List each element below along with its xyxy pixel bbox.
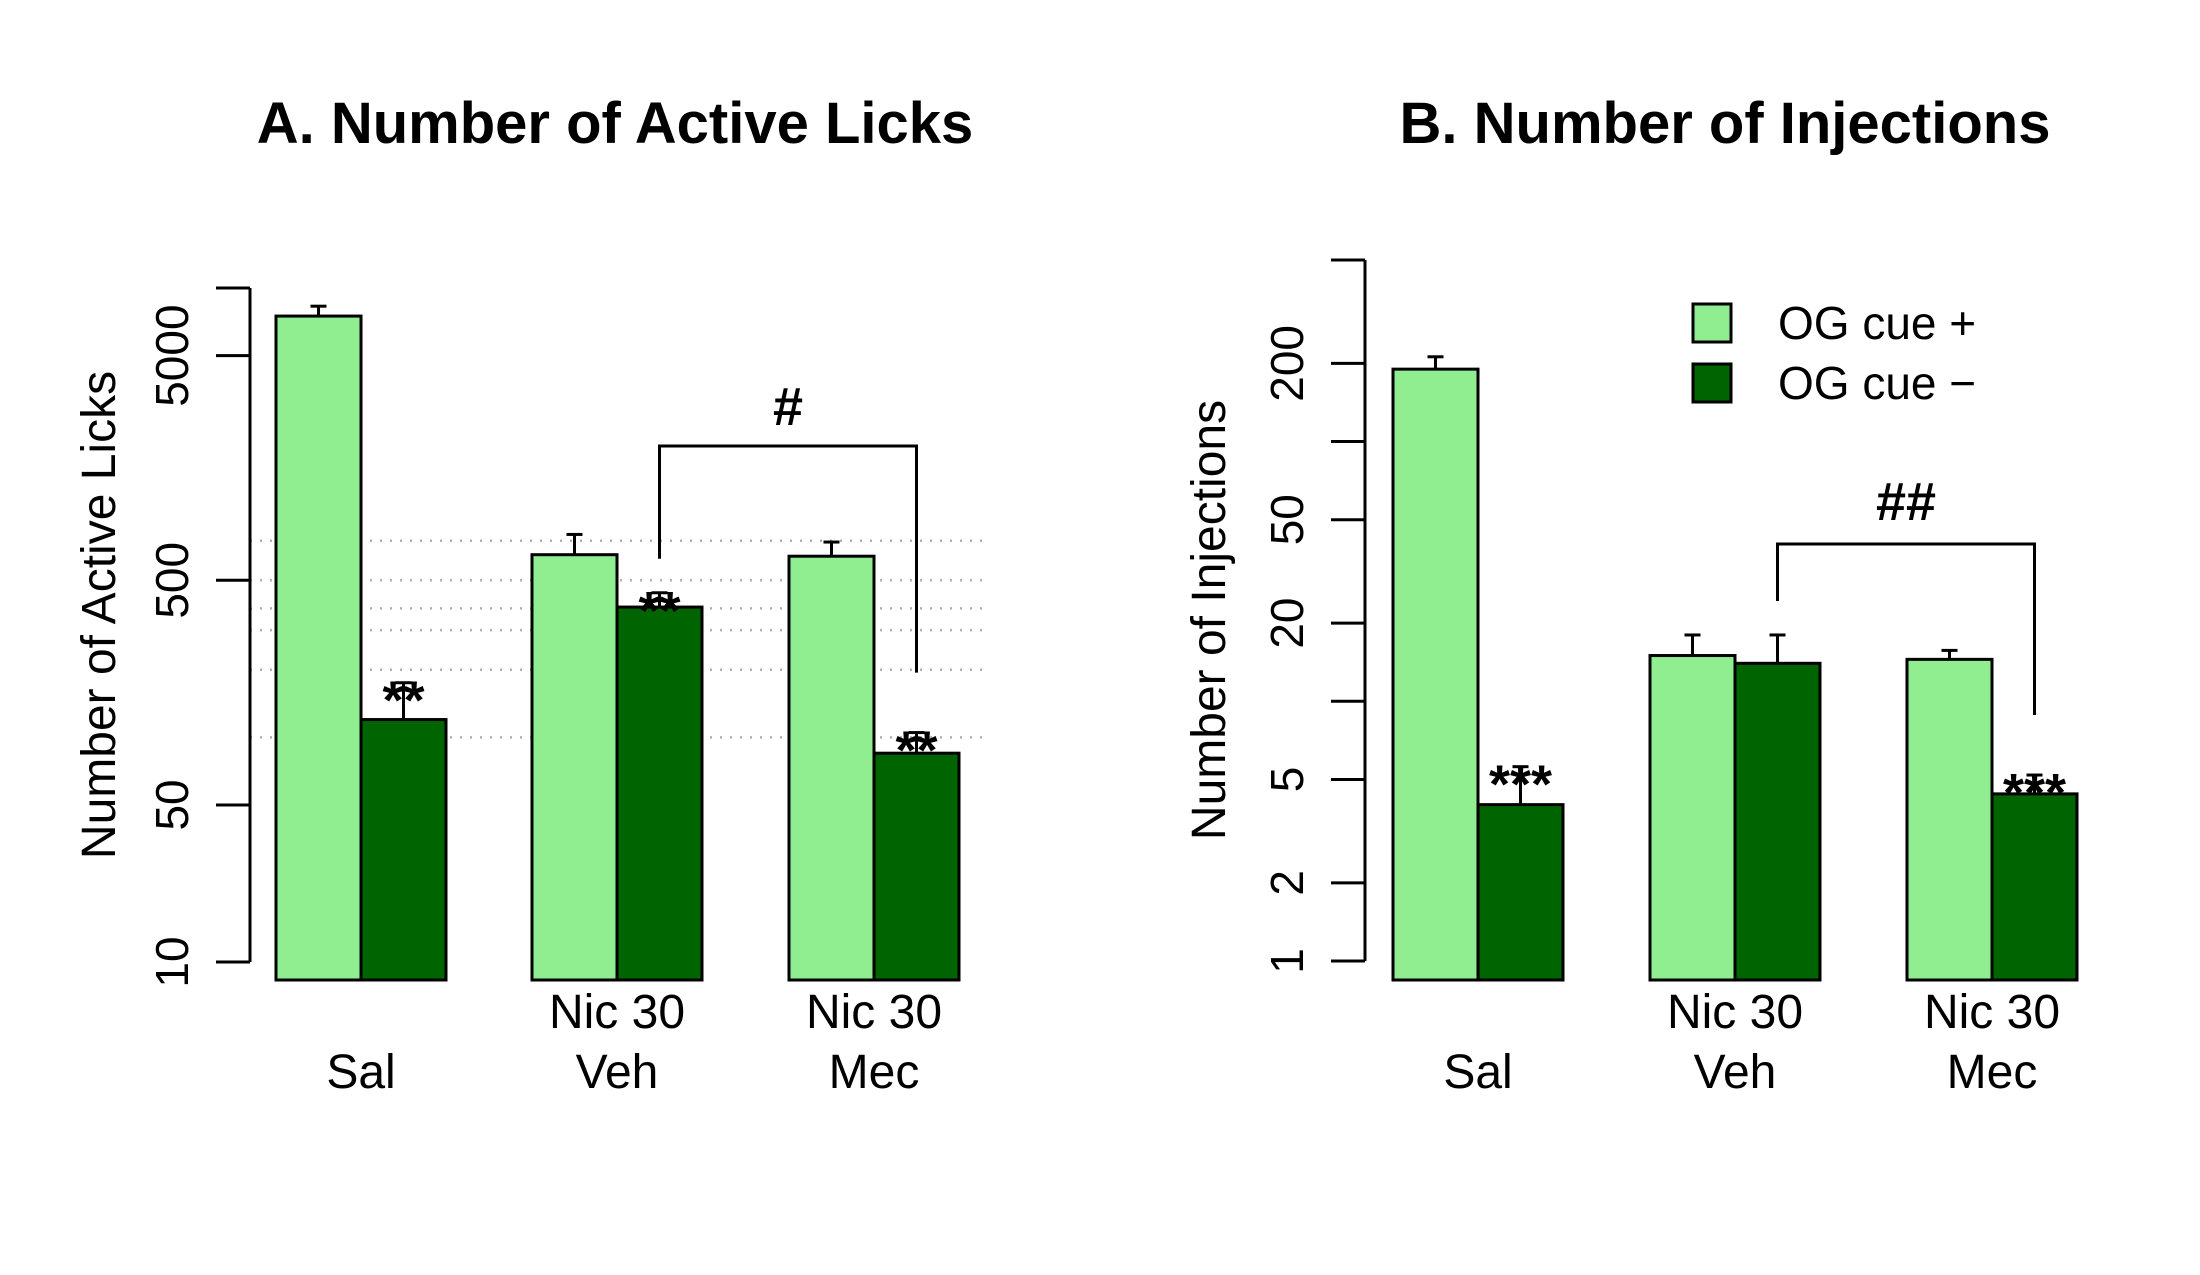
category-label: Nic 30 [549,986,685,1039]
category-label: Nic 30 [806,986,942,1039]
bar [1990,792,2079,982]
category-label: Nic 30 [1924,986,2060,1039]
y-tick-label: 5000 [146,304,198,406]
bracket-label: # [773,377,803,437]
significance-mark: *** [2003,763,2066,823]
panel-a-bars [274,304,961,982]
panel-b-category-labels: Sal Nic 30 Veh Nic 30 Mec [1443,986,2060,1099]
significance-mark: ** [895,721,937,781]
panel-a-ylabel: Number of Active Licks [73,371,126,859]
legend-label: OG cue − [1778,357,1976,409]
legend-swatch [1691,362,1733,404]
panel-a-y-axis: 10 50 500 5000 [146,286,252,988]
bracket-label: ## [1876,472,1936,532]
category-label: Sal [1443,1046,1512,1099]
significance-mark: *** [1489,755,1552,815]
y-tick-label: 50 [146,779,198,830]
bar [1648,654,1737,982]
category-label: Veh [576,1046,659,1099]
significance-mark: ** [638,581,680,641]
category-label: Veh [1694,1046,1777,1099]
bar [530,553,619,982]
bar [872,751,961,982]
panel-b-bars [1391,355,2079,982]
panel-a-category-labels: Sal Nic 30 Veh Nic 30 Mec [326,986,942,1099]
y-tick-label: 5 [1261,767,1313,793]
bar [787,554,876,982]
comparison-bracket [658,444,918,673]
panel-b-chart: B. Number of Injections Number of Inject… [1183,91,2079,1099]
bar [1476,803,1565,982]
category-label: Sal [326,1046,395,1099]
panel-b-y-axis: 1 2 5 20 50 200 [1261,258,1367,974]
panel-b-bracket: ## [1776,472,2036,716]
y-tick-label: 50 [1261,494,1313,545]
panel-a-bracket: # [658,377,918,673]
bar [359,718,448,982]
significance-mark: ** [382,671,424,731]
panel-b-title: B. Number of Injections [1400,91,2051,156]
legend-swatch [1691,302,1733,344]
y-tick-label: 2 [1261,870,1313,896]
bar [1733,661,1822,982]
bar [274,314,363,982]
category-label: Mec [829,1046,920,1099]
category-label: Mec [1947,1046,2038,1099]
bar [615,605,704,982]
y-tick-label: 20 [1261,597,1313,648]
category-label: Nic 30 [1667,986,1803,1039]
y-tick-label: 10 [146,936,198,987]
panel-b-ylabel: Number of Injections [1183,400,1236,840]
bar [1905,657,1994,982]
panel-b-legend: OG cue + OG cue − [1691,297,1976,409]
panel-a-title: A. Number of Active Licks [257,91,974,156]
panel-b-significance: *** *** [1489,755,2066,823]
panel-a-significance: ** ** ** [382,581,937,781]
y-tick-label: 1 [1261,948,1313,974]
panel-a-chart: A. Number of Active Licks Number of Acti… [73,91,990,1099]
y-tick-label: 200 [1261,325,1313,402]
comparison-bracket [1776,542,2036,716]
bar [1391,367,1480,982]
legend-label: OG cue + [1778,297,1976,349]
y-tick-label: 500 [146,542,198,619]
